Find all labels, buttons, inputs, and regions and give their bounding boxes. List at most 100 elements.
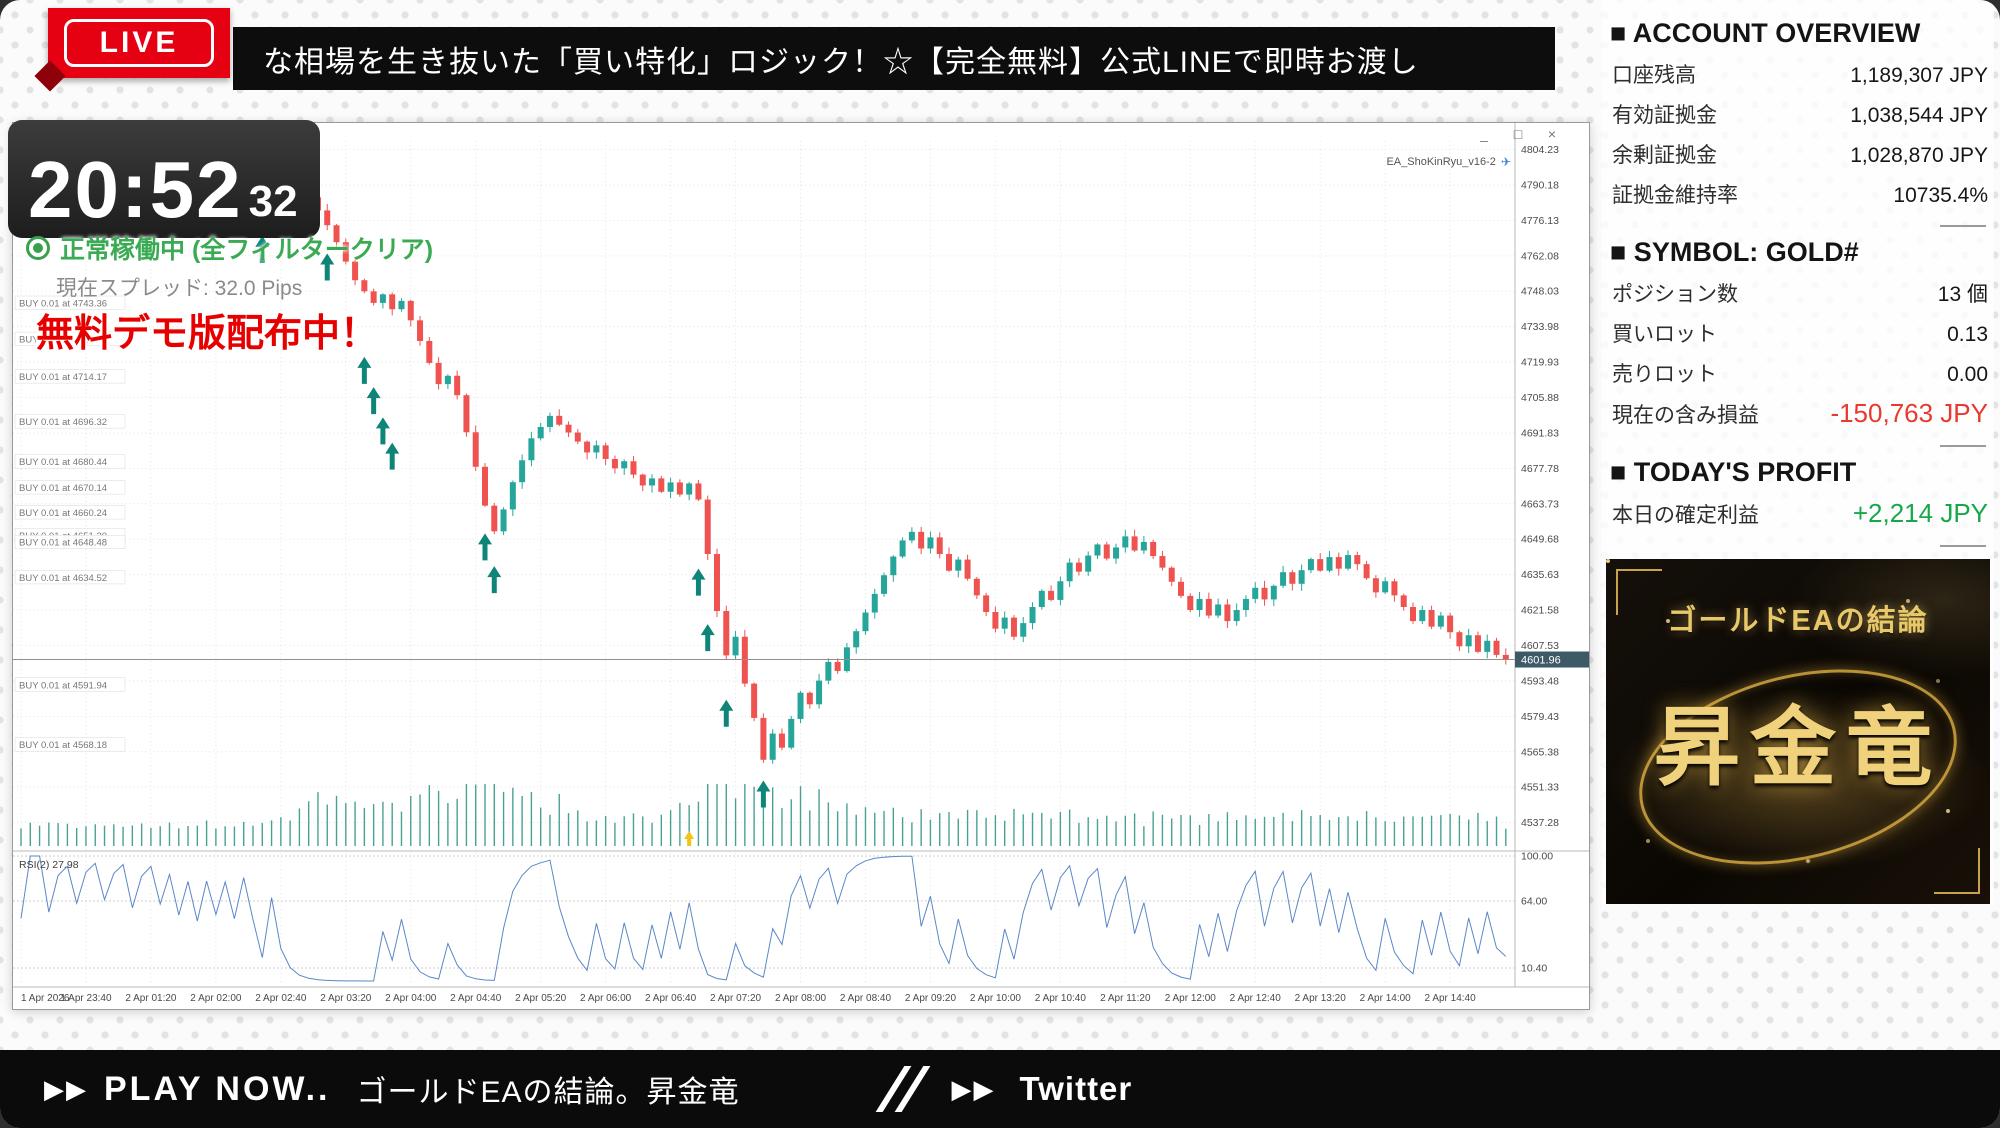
stat-label: 本日の確定利益: [1612, 504, 1759, 527]
account-rows: 口座残高 1,189,307 JPY 有効証拠金 1,038,544 JPY 余剰証拠金…: [1610, 59, 1990, 209]
svg-text:4537.28: 4537.28: [1521, 817, 1559, 829]
slash-divider: [875, 1066, 930, 1112]
svg-text:BUY 0.01 at 4591.94: BUY 0.01 at 4591.94: [19, 680, 107, 691]
banner-main-text: 昇金竜: [1654, 700, 1942, 796]
svg-text:4649.68: 4649.68: [1521, 534, 1559, 546]
svg-text:4719.93: 4719.93: [1521, 357, 1559, 369]
svg-text:4691.83: 4691.83: [1521, 427, 1559, 439]
svg-text:2 Apr 02:40: 2 Apr 02:40: [255, 993, 307, 1004]
svg-text:4804.23: 4804.23: [1521, 144, 1559, 156]
stat-row: 現在の含み損益 -150,763 JPY: [1612, 398, 1988, 429]
chart-window-controls: _ □ ×: [1475, 126, 1561, 142]
today-rows: 本日の確定利益 +2,214 JPY: [1610, 498, 1990, 529]
live-badge: LIVE: [34, 8, 230, 92]
svg-text:4565.38: 4565.38: [1521, 746, 1559, 758]
stat-value: 0.13: [1947, 323, 1988, 346]
svg-text:4762.08: 4762.08: [1521, 250, 1559, 262]
stat-value: 0.00: [1947, 363, 1988, 386]
svg-text:10.40: 10.40: [1521, 963, 1547, 975]
ea-icon: ✈: [1500, 155, 1511, 169]
close-button[interactable]: ×: [1547, 126, 1557, 142]
svg-text:2 Apr 06:00: 2 Apr 06:00: [580, 993, 632, 1004]
stat-value: -150,763 JPY: [1830, 398, 1988, 428]
clock-seconds: 32: [248, 177, 298, 227]
svg-text:BUY 0.01 at 4729.04: BUY 0.01 at 4729.04: [19, 335, 107, 346]
promo-banner: ゴールドEAの結論 昇金竜: [1606, 559, 1990, 904]
svg-text:2 Apr 05:20: 2 Apr 05:20: [515, 993, 567, 1004]
svg-text:RSI(2) 27.98: RSI(2) 27.98: [19, 859, 79, 871]
stat-label: 余剰証拠金: [1612, 144, 1717, 167]
stat-row: 証拠金維持率 10735.4%: [1612, 179, 1988, 209]
svg-text:2 Apr 14:40: 2 Apr 14:40: [1425, 993, 1477, 1004]
twitter-arrows-icon: ▶▶: [951, 1073, 996, 1104]
ticker-text: な相場を生き抜いた「買い特化」ロジック！☆【完全無料】公式LINEで即時お渡し: [263, 45, 1419, 79]
stats-sidebar: ■ ACCOUNT OVERVIEW 口座残高 1,189,307 JPY 有効証拠…: [1602, 0, 1994, 904]
stat-row: 本日の確定利益 +2,214 JPY: [1612, 498, 1988, 529]
svg-text:4579.43: 4579.43: [1521, 711, 1559, 723]
stat-label: ポジション数: [1612, 283, 1738, 306]
svg-text:BUY 0.01 at 4743.36: BUY 0.01 at 4743.36: [19, 299, 107, 310]
demo-promo-text: 無料デモ版配布中！: [36, 313, 379, 355]
svg-text:4705.88: 4705.88: [1521, 392, 1559, 404]
svg-text:4677.78: 4677.78: [1521, 463, 1559, 475]
stat-value: +2,214 JPY: [1852, 498, 1988, 528]
minimize-button[interactable]: _: [1480, 126, 1488, 142]
svg-text:2 Apr 01:20: 2 Apr 01:20: [125, 993, 177, 1004]
section-divider: [1940, 445, 1986, 447]
stat-label: 口座残高: [1612, 64, 1696, 87]
svg-text:2 Apr 06:40: 2 Apr 06:40: [645, 993, 697, 1004]
symbol-title: ■ SYMBOL: GOLD#: [1610, 237, 1859, 267]
svg-text:4593.48: 4593.48: [1521, 675, 1559, 687]
ea-name-text: EA_ShoKinRyu_v16-2: [1386, 156, 1496, 168]
live-pill: LIVE: [64, 19, 214, 67]
svg-text:2 Apr 10:00: 2 Apr 10:00: [970, 993, 1022, 1004]
play-now-subtitle: ゴールドEAの結論。昇金竜: [356, 1076, 740, 1109]
svg-text:4733.98: 4733.98: [1521, 321, 1559, 333]
stat-row: 買いロット 0.13: [1612, 318, 1988, 348]
svg-text:2 Apr 04:00: 2 Apr 04:00: [385, 993, 437, 1004]
svg-text:2 Apr 12:40: 2 Apr 12:40: [1230, 993, 1282, 1004]
svg-text:2 Apr 03:20: 2 Apr 03:20: [320, 993, 372, 1004]
svg-text:2 Apr 14:00: 2 Apr 14:00: [1360, 993, 1412, 1004]
status-ok-icon: [26, 236, 50, 260]
svg-text:1 Apr 23:40: 1 Apr 23:40: [60, 993, 112, 1004]
spread-text: 現在スプレッド: 32.0 Pips: [56, 277, 303, 300]
stat-value: 1,028,870 JPY: [1850, 144, 1988, 167]
banner-sparkles: [1606, 559, 1610, 563]
stat-row: 売りロット 0.00: [1612, 358, 1988, 388]
stat-label: 証拠金維持率: [1612, 184, 1738, 207]
svg-text:2 Apr 09:20: 2 Apr 09:20: [905, 993, 957, 1004]
mt-chart-window: ✖4804.234790.184776.134762.084748.034733…: [12, 122, 1590, 1010]
live-label: LIVE: [99, 26, 179, 59]
stat-label: 買いロット: [1612, 323, 1717, 346]
stat-label: 現在の含み損益: [1612, 404, 1759, 427]
stat-value: 1,189,307 JPY: [1850, 64, 1988, 87]
svg-text:2 Apr 04:40: 2 Apr 04:40: [450, 993, 502, 1004]
twitter-label: Twitter: [1019, 1070, 1133, 1107]
svg-text:4635.63: 4635.63: [1521, 569, 1559, 581]
account-overview-title: ■ ACCOUNT OVERVIEW: [1610, 18, 1921, 48]
status-text: 正常稼働中 (全フィルタークリア): [60, 236, 434, 264]
svg-text:2 Apr 02:00: 2 Apr 02:00: [190, 993, 242, 1004]
svg-text:2 Apr 13:20: 2 Apr 13:20: [1295, 993, 1347, 1004]
stat-row: ポジション数 13 個: [1612, 278, 1988, 308]
clock-overlay: 20:52 32: [8, 120, 320, 238]
svg-text:2 Apr 08:40: 2 Apr 08:40: [840, 993, 892, 1004]
chart-canvas[interactable]: ✖4804.234790.184776.134762.084748.034733…: [13, 123, 1589, 1009]
maximize-button[interactable]: □: [1513, 126, 1523, 142]
svg-text:2 Apr 07:20: 2 Apr 07:20: [710, 993, 762, 1004]
svg-text:BUY 0.01 at 4714.17: BUY 0.01 at 4714.17: [19, 372, 107, 383]
svg-text:1 Apr 2026: 1 Apr 2026: [21, 993, 70, 1004]
ribbon-fold: [34, 60, 66, 92]
svg-text:BUY 0.01 at 4696.32: BUY 0.01 at 4696.32: [19, 417, 107, 428]
svg-text:64.00: 64.00: [1521, 896, 1547, 908]
play-now-label: PLAY NOW..: [104, 1069, 331, 1108]
section-divider: [1940, 225, 1986, 227]
svg-text:BUY 0.01 at 4660.24: BUY 0.01 at 4660.24: [19, 508, 107, 519]
svg-text:100.00: 100.00: [1521, 851, 1553, 863]
todays-profit-title: ■ TODAY'S PROFIT: [1610, 457, 1857, 487]
svg-text:2 Apr 11:20: 2 Apr 11:20: [1100, 993, 1151, 1004]
svg-text:4607.53: 4607.53: [1521, 640, 1559, 652]
clock-time: 20:52: [28, 145, 243, 234]
section-divider: [1940, 545, 1986, 547]
